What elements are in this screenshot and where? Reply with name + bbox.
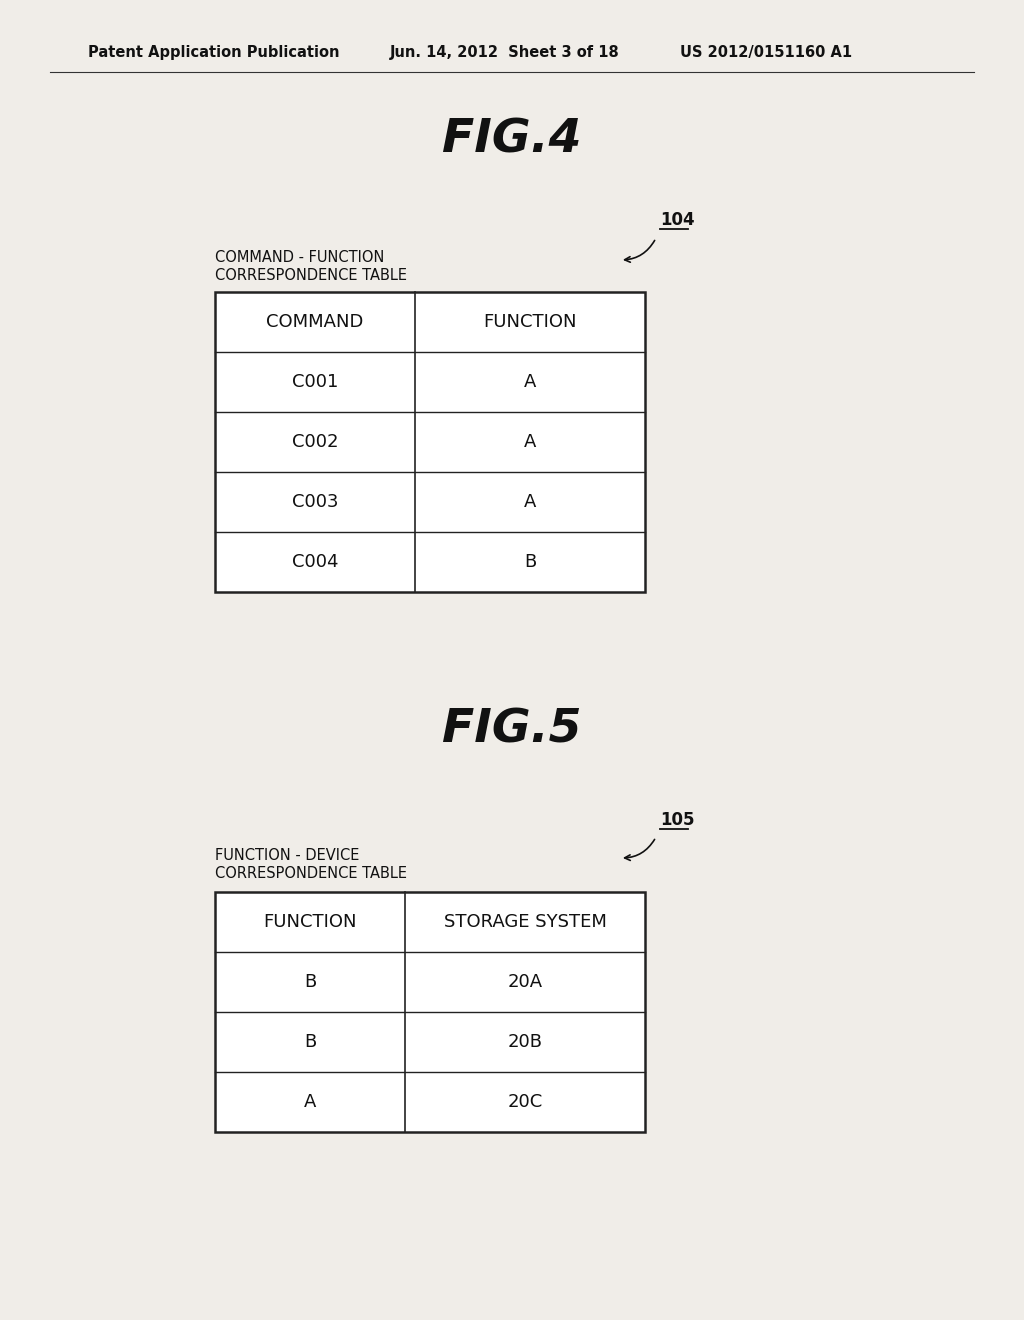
Text: Patent Application Publication: Patent Application Publication bbox=[88, 45, 340, 59]
Bar bbox=[215, 292, 645, 591]
Bar bbox=[215, 892, 645, 1133]
Text: B: B bbox=[304, 1034, 316, 1051]
Text: STORAGE SYSTEM: STORAGE SYSTEM bbox=[443, 913, 606, 931]
Text: A: A bbox=[304, 1093, 316, 1111]
Text: 20C: 20C bbox=[507, 1093, 543, 1111]
Text: 20B: 20B bbox=[508, 1034, 543, 1051]
Text: 104: 104 bbox=[660, 211, 694, 228]
Text: FUNCTION - DEVICE: FUNCTION - DEVICE bbox=[215, 849, 359, 863]
Text: B: B bbox=[304, 973, 316, 991]
Text: FIG.5: FIG.5 bbox=[442, 708, 582, 752]
Text: CORRESPONDENCE TABLE: CORRESPONDENCE TABLE bbox=[215, 866, 407, 882]
Text: CORRESPONDENCE TABLE: CORRESPONDENCE TABLE bbox=[215, 268, 407, 284]
Text: C001: C001 bbox=[292, 374, 338, 391]
Text: FUNCTION: FUNCTION bbox=[483, 313, 577, 331]
Text: Jun. 14, 2012  Sheet 3 of 18: Jun. 14, 2012 Sheet 3 of 18 bbox=[390, 45, 620, 59]
Text: C003: C003 bbox=[292, 492, 338, 511]
Text: C002: C002 bbox=[292, 433, 338, 451]
Text: FUNCTION: FUNCTION bbox=[263, 913, 356, 931]
Text: C004: C004 bbox=[292, 553, 338, 572]
Text: A: A bbox=[524, 374, 537, 391]
Text: US 2012/0151160 A1: US 2012/0151160 A1 bbox=[680, 45, 852, 59]
Text: 105: 105 bbox=[660, 810, 694, 829]
Text: A: A bbox=[524, 492, 537, 511]
Text: COMMAND - FUNCTION: COMMAND - FUNCTION bbox=[215, 251, 384, 265]
Text: B: B bbox=[524, 553, 537, 572]
Text: FIG.4: FIG.4 bbox=[442, 117, 582, 162]
Text: COMMAND: COMMAND bbox=[266, 313, 364, 331]
Text: 20A: 20A bbox=[508, 973, 543, 991]
Text: A: A bbox=[524, 433, 537, 451]
